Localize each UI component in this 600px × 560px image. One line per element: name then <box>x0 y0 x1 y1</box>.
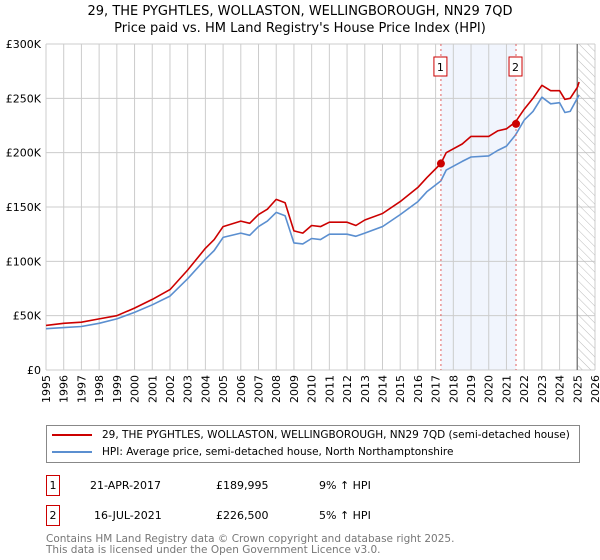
x-tick-label: 2019 <box>465 375 478 403</box>
x-tick-label: 2008 <box>270 375 283 403</box>
sale-label-box <box>433 56 448 77</box>
x-tick-label: 2024 <box>554 375 567 403</box>
legend-item-property: 29, THE PYGHTLES, WOLLASTON, WELLINGBORO… <box>52 429 570 441</box>
x-tick-label: 2012 <box>341 375 354 403</box>
sale-label-box <box>508 56 523 77</box>
x-tick-label: 2002 <box>164 375 177 403</box>
x-tick-label: 2022 <box>518 375 531 403</box>
sale-price: £189,995 <box>216 479 269 492</box>
hpi-line <box>45 94 580 330</box>
x-tick-label: 2006 <box>235 375 248 403</box>
x-tick-label: 2013 <box>359 375 372 403</box>
x-tick-label: 1997 <box>75 375 88 403</box>
x-tick-label: 2018 <box>447 375 460 403</box>
legend-item-hpi: HPI: Average price, semi-detached house,… <box>52 446 453 458</box>
footer: Contains HM Land Registry data © Crown c… <box>46 534 454 556</box>
plot-area: 1995 1996 1997 1998 1999 2000 2001 2002 2003 2004… <box>6 38 600 403</box>
forecast-hatch <box>578 44 595 370</box>
legend-label: 29, THE PYGHTLES, WOLLASTON, WELLINGBORO… <box>102 429 570 441</box>
x-tick-label: 2021 <box>500 375 513 403</box>
x-tick-label: 2014 <box>376 375 389 403</box>
x-tick-label: 2007 <box>253 375 266 403</box>
footer-copyright: Contains HM Land Registry data © Crown c… <box>46 533 455 545</box>
chart-title: 29, THE PYGHTLES, WOLLASTON, WELLINGBORO… <box>87 4 513 19</box>
footer-licence: This data is licensed under the Open Gov… <box>46 544 381 556</box>
x-tick-label: 1996 <box>58 375 71 403</box>
y-tick-label: £100K <box>6 255 42 268</box>
y-tick-label: £150K <box>6 201 42 214</box>
chart-subtitle: Price paid vs. HM Land Registry's House … <box>114 21 486 36</box>
y-tick-label: £0 <box>27 364 41 377</box>
x-tick-label: 2005 <box>217 375 230 403</box>
sale-label: 1 <box>437 61 444 74</box>
legend-label: HPI: Average price, semi-detached house,… <box>102 446 454 458</box>
sale-date: 16-JUL-2021 <box>94 509 162 522</box>
sale-date: 21-APR-2017 <box>90 479 162 492</box>
x-tick-label: 2009 <box>288 375 301 403</box>
x-tick-label: 2003 <box>182 375 195 403</box>
x-tick-label: 2015 <box>394 375 407 403</box>
sale-label: 2 <box>512 61 519 74</box>
x-tick-label: 1999 <box>111 375 124 403</box>
x-tick-label: 2020 <box>483 375 496 403</box>
x-tick-label: 2011 <box>323 375 336 403</box>
y-tick-label: £300K <box>6 38 42 51</box>
property-price-line <box>45 81 580 327</box>
sale-point <box>436 159 445 168</box>
y-tick-label: £50K <box>13 310 42 323</box>
x-tick-label: 1998 <box>93 375 106 403</box>
x-tick-label: 1995 <box>40 375 53 403</box>
sale-point <box>512 119 521 128</box>
sale-price: £226,500 <box>216 509 269 522</box>
y-tick-label: £200K <box>6 147 42 160</box>
legend-swatch-blue <box>52 451 92 453</box>
x-tick-label: 2016 <box>412 375 425 403</box>
x-tick-label: 2001 <box>146 375 159 403</box>
x-tick-label: 2000 <box>129 375 142 403</box>
legend-swatch-red <box>52 434 92 436</box>
sale-hpi-diff: 9% ↑ HPI <box>319 479 371 492</box>
y-tick-label: £250K <box>6 92 42 105</box>
sale-hpi-diff: 5% ↑ HPI <box>319 509 371 522</box>
x-tick-label: 2010 <box>306 375 319 403</box>
x-tick-label: 2023 <box>536 375 549 403</box>
x-tick-label: 2004 <box>199 375 212 403</box>
x-tick-label: 2025 <box>571 375 584 403</box>
legend: 29, THE PYGHTLES, WOLLASTON, WELLINGBORO… <box>46 425 580 463</box>
x-tick-label: 2017 <box>430 375 443 403</box>
sale-marker-badge: 2 <box>46 505 60 526</box>
x-tick-label: 2026 <box>589 375 600 403</box>
sale-marker-badge: 1 <box>46 475 60 496</box>
